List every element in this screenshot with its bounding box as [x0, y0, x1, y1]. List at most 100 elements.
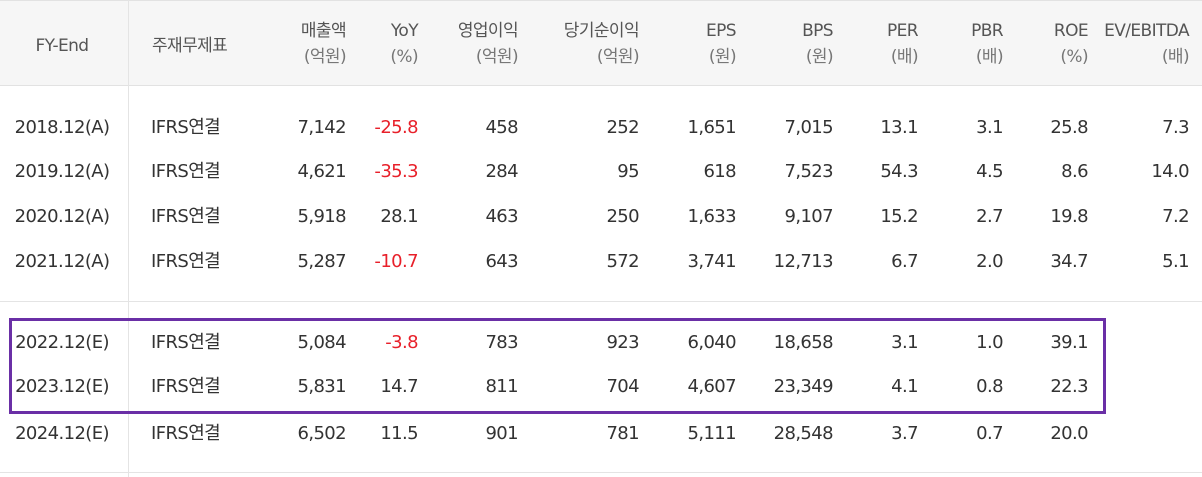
cell-net: 95	[617, 161, 639, 182]
cell-basis: IFRS연결	[151, 332, 221, 353]
cell-pbr: 4.5	[976, 161, 1003, 182]
column-header-unit: (원)	[708, 47, 737, 67]
column-header-op: 영업이익 (억원)	[457, 18, 519, 70]
cell-pbr: 1.0	[976, 332, 1003, 353]
column-header-bps: BPS (원)	[802, 18, 834, 70]
cell-per: 3.7	[891, 423, 918, 444]
column-header-unit: (배)	[890, 47, 919, 67]
cell-eps: 618	[703, 161, 736, 182]
cell-sales: 5,287	[297, 251, 346, 272]
column-divider	[128, 0, 129, 477]
cell-yoy: -25.8	[374, 117, 418, 138]
column-header-label: 매출액	[300, 21, 347, 41]
cell-op: 811	[485, 376, 518, 397]
cell-fy: 2018.12(A)	[14, 117, 110, 138]
cell-sales: 6,502	[297, 423, 346, 444]
column-header-unit: (억원)	[475, 47, 519, 67]
cell-pbr: 0.8	[976, 376, 1003, 397]
column-header-unit: (배)	[975, 47, 1004, 67]
cell-yoy: -35.3	[374, 161, 418, 182]
cell-roe: 8.6	[1061, 161, 1088, 182]
cell-roe: 39.1	[1050, 332, 1088, 353]
cell-pbr: 2.0	[976, 251, 1003, 272]
cell-net: 781	[606, 423, 639, 444]
cell-roe: 25.8	[1050, 117, 1088, 138]
cell-net: 704	[606, 376, 639, 397]
cell-net: 250	[606, 206, 639, 227]
cell-roe: 20.0	[1050, 423, 1088, 444]
column-header-label: YoY	[390, 21, 419, 41]
section-divider	[0, 301, 1202, 302]
cell-yoy: -3.8	[385, 332, 418, 353]
cell-roe: 19.8	[1050, 206, 1088, 227]
column-header-net: 당기순이익 (억원)	[563, 18, 640, 70]
column-header-per: PER (배)	[886, 18, 919, 70]
cell-fy: 2021.12(A)	[14, 251, 110, 272]
cell-basis: IFRS연결	[151, 206, 221, 227]
column-header-label: PER	[886, 21, 919, 41]
cell-yoy: 11.5	[380, 423, 418, 444]
column-header-pbr: PBR (배)	[971, 18, 1004, 70]
column-header-unit: (배)	[1161, 47, 1190, 67]
table-header	[0, 0, 1202, 86]
cell-bps: 18,658	[773, 332, 834, 353]
cell-fy: 2020.12(A)	[14, 206, 110, 227]
column-header-label: 당기순이익	[563, 21, 640, 41]
column-header-label: PBR	[971, 21, 1004, 41]
cell-basis: IFRS연결	[151, 161, 221, 182]
cell-yoy: -10.7	[374, 251, 418, 272]
cell-net: 252	[606, 117, 639, 138]
cell-op: 643	[485, 251, 518, 272]
column-header-label: ROE	[1053, 21, 1089, 41]
cell-bps: 23,349	[773, 376, 834, 397]
cell-net: 923	[606, 332, 639, 353]
column-header-roe: ROE (%)	[1053, 18, 1089, 70]
cell-op: 284	[485, 161, 518, 182]
cell-eps: 4,607	[687, 376, 736, 397]
cell-sales: 4,621	[297, 161, 346, 182]
cell-per: 6.7	[891, 251, 918, 272]
table-bottom-border	[0, 472, 1202, 473]
column-header-basis: 주재무제표	[152, 33, 228, 59]
cell-bps: 12,713	[773, 251, 834, 272]
cell-yoy: 14.7	[380, 376, 418, 397]
column-header-unit: (원)	[805, 47, 834, 67]
cell-sales: 5,084	[297, 332, 346, 353]
column-header-label: BPS	[802, 21, 834, 41]
cell-basis: IFRS연결	[151, 423, 221, 444]
column-header-label: FY-End	[35, 36, 90, 56]
cell-net: 572	[606, 251, 639, 272]
cell-bps: 28,548	[773, 423, 834, 444]
column-header-unit: (억원)	[303, 47, 347, 67]
highlight-box	[9, 318, 1106, 414]
cell-per: 3.1	[891, 332, 918, 353]
cell-per: 54.3	[880, 161, 918, 182]
cell-sales: 5,918	[297, 206, 346, 227]
cell-ev: 14.0	[1151, 161, 1189, 182]
cell-fy: 2019.12(A)	[14, 161, 110, 182]
cell-fy: 2024.12(E)	[15, 423, 109, 444]
column-header-label: EPS	[706, 21, 737, 41]
cell-bps: 7,523	[784, 161, 833, 182]
column-header-yoy: YoY (%)	[390, 18, 418, 70]
cell-roe: 34.7	[1050, 251, 1088, 272]
cell-eps: 1,651	[687, 117, 736, 138]
cell-basis: IFRS연결	[151, 376, 221, 397]
cell-eps: 3,741	[687, 251, 736, 272]
cell-op: 901	[485, 423, 518, 444]
cell-op: 463	[485, 206, 518, 227]
cell-fy: 2023.12(E)	[15, 376, 109, 397]
cell-op: 783	[485, 332, 518, 353]
cell-eps: 6,040	[687, 332, 736, 353]
column-header-label: 주재무제표	[152, 36, 228, 56]
column-header-label: 영업이익	[457, 21, 519, 41]
cell-bps: 7,015	[784, 117, 833, 138]
cell-per: 15.2	[880, 206, 918, 227]
cell-pbr: 3.1	[976, 117, 1003, 138]
cell-roe: 22.3	[1050, 376, 1088, 397]
cell-per: 13.1	[880, 117, 918, 138]
cell-basis: IFRS연결	[151, 251, 221, 272]
cell-yoy: 28.1	[380, 206, 418, 227]
cell-fy: 2022.12(E)	[15, 332, 109, 353]
cell-basis: IFRS연결	[151, 117, 221, 138]
